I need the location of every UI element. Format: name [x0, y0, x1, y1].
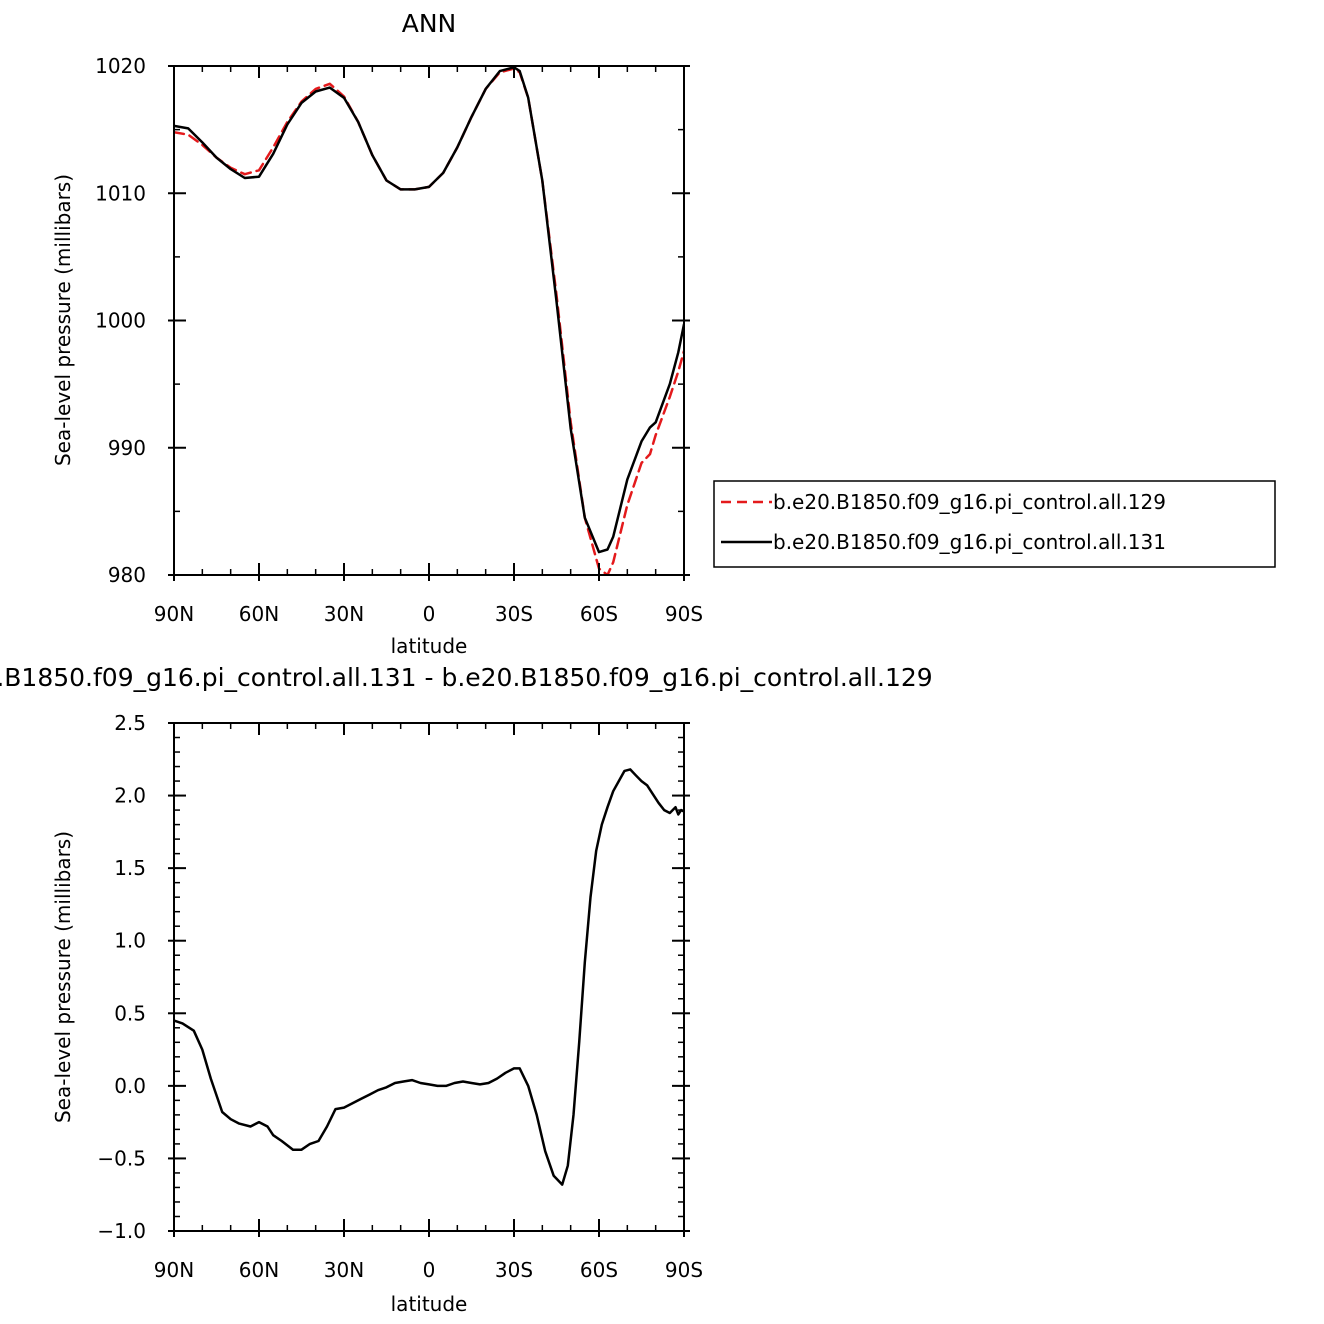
y-axis-label: Sea-level pressure (millibars) [51, 174, 75, 466]
chart-title: b.e20.B1850.f09_g16.pi_control.all.131 -… [0, 663, 933, 692]
y-tick-label: 2.5 [114, 711, 146, 735]
x-tick-label: 30N [324, 602, 364, 626]
legend-box [713, 480, 1276, 568]
x-axis-label: latitude [391, 1292, 468, 1316]
x-tick-label: 90S [665, 602, 703, 626]
x-tick-label: 30N [324, 1258, 364, 1282]
y-tick-label: 0.0 [114, 1074, 146, 1098]
pressure-line-chart: ANN 90N 60N 30N 0 30S 60S 90S 980 990 1000 1010 102… [51, 9, 1276, 658]
x-tick-label: 60N [239, 602, 279, 626]
y-tick-label: 1000 [95, 309, 146, 333]
y-tick-label: 1010 [95, 181, 146, 205]
x-tick-label: 90N [154, 602, 194, 626]
y-tick-label: 1.5 [114, 856, 146, 880]
difference-line-chart: b.e20.B1850.f09_g16.pi_control.all.131 -… [0, 663, 933, 1316]
x-tick-label: 60S [580, 1258, 618, 1282]
series-line-1 [174, 67, 684, 575]
y-tick-label: −1.0 [97, 1219, 146, 1243]
x-tick-label: 30S [495, 1258, 533, 1282]
x-tick-label: 0 [423, 602, 436, 626]
series-line-2 [174, 66, 684, 554]
plot-frame [173, 722, 685, 1232]
legend: b.e20.B1850.f09_g16.pi_control.all.129 b.… [713, 480, 1276, 568]
legend-entry: b.e20.B1850.f09_g16.pi_control.all.131 [773, 530, 1166, 554]
y-tick-label: −0.5 [97, 1146, 146, 1170]
legend-entry: b.e20.B1850.f09_g16.pi_control.all.129 [773, 490, 1166, 514]
x-axis-label: latitude [391, 634, 468, 658]
plot-frame [173, 65, 685, 576]
x-tick-label: 30S [495, 602, 533, 626]
y-tick-label: 0.5 [114, 1001, 146, 1025]
y-tick-label: 2.0 [114, 784, 146, 808]
x-tick-label: 60S [580, 602, 618, 626]
x-tick-label: 0 [423, 1258, 436, 1282]
x-tick-label: 60N [239, 1258, 279, 1282]
x-tick-label: 90N [154, 1258, 194, 1282]
chart-title: ANN [402, 9, 457, 38]
y-tick-label: 1020 [95, 54, 146, 78]
x-tick-label: 90S [665, 1258, 703, 1282]
y-tick-label: 980 [108, 563, 146, 587]
y-axis-label: Sea-level pressure (millibars) [51, 831, 75, 1123]
series-line-1 [174, 768, 684, 1186]
y-tick-label: 990 [108, 436, 146, 460]
y-tick-label: 1.0 [114, 929, 146, 953]
